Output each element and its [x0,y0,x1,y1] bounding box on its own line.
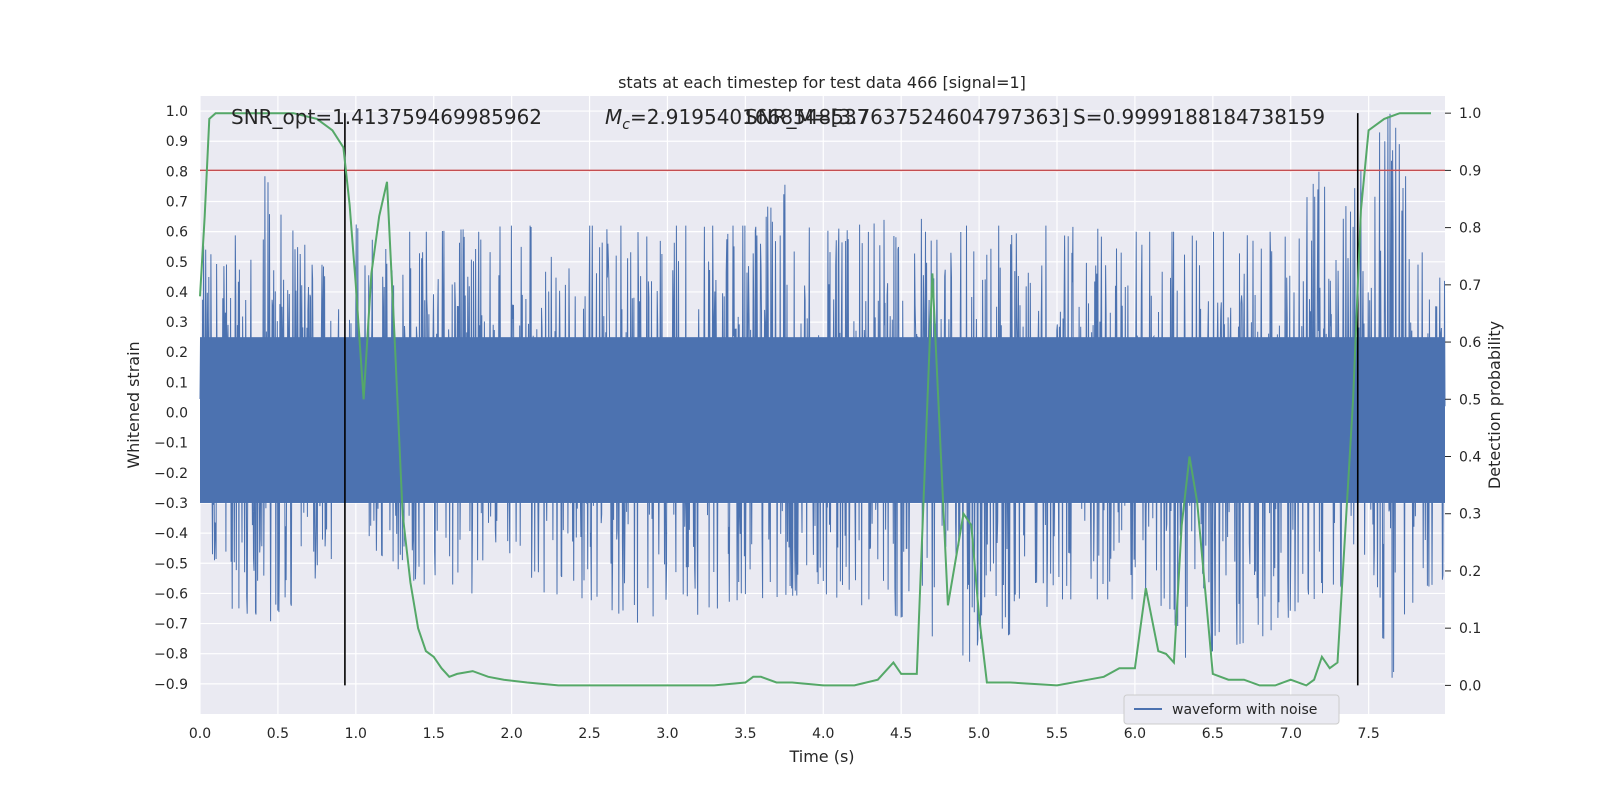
y-tick-label: 0.9 [166,134,188,150]
annotation-chirp-mass: Mc=2.9195401668548537 [605,105,869,133]
y2-tick-label: 0.0 [1459,678,1481,694]
y2-tick-label: 0.1 [1459,621,1481,637]
legend-box [1123,694,1340,725]
annotation-chirp-mass-value: =2.9195401668548537 [630,105,869,129]
y-tick-label: 0.6 [166,225,188,241]
x-tick-label: 3.0 [656,726,678,742]
annotation-chirp-mass-symbol: M [605,105,622,129]
series-waveform-with-noise [199,113,1446,678]
y-tick-label: −0.3 [154,496,188,512]
y2-tick-label: 0.4 [1459,450,1481,466]
annotation-snr-opt: SNR_opt=1.413759469985962 [231,105,542,129]
y-tick-label: −0.5 [154,556,188,572]
legend: waveform with noise [1123,694,1340,725]
y-axis-label: Whitened strain [124,341,143,468]
x-tick-label: 6.0 [1124,726,1146,742]
y2-tick-label: 0.7 [1459,278,1481,294]
x-tick-label: 4.5 [890,726,912,742]
vertical-markers [344,113,1359,686]
y2-axis-label: Detection probability [1485,321,1504,489]
y2-tick-label: 0.8 [1459,221,1481,237]
y-ticks: 1.0 0.9 0.8 0.7 0.6 0.5 0.4 0.3 0.2 0.1 0.0 −0.1 −0.… [154,104,188,693]
x-tick-label: 3.5 [734,726,756,742]
y2-tick-label: 0.3 [1459,507,1481,523]
x-tick-label: 2.5 [578,726,600,742]
y2-tick-label: 1.0 [1459,106,1481,122]
y-tick-label: −0.4 [154,526,188,542]
annotation-snr-max: SNR_M=[3.7637524604797363] [745,105,1069,129]
x-axis-label: Time (s) [788,747,854,766]
x-tick-label: 0.0 [189,726,211,742]
y-tick-label: −0.1 [154,436,188,452]
y-tick-label: 0.7 [166,195,188,211]
legend-label-waveform: waveform with noise [1172,702,1317,718]
y-tick-label: 0.3 [166,315,188,331]
x-tick-label: 5.5 [1046,726,1068,742]
x-tick-label: 5.0 [968,726,990,742]
y-tick-label: 0.2 [166,345,188,361]
y-tick-label: 1.0 [166,104,188,120]
x-tick-label: 1.0 [345,726,367,742]
y-tick-label: −0.2 [154,466,188,482]
y-tick-label: −0.9 [154,677,188,693]
x-tick-label: 2.0 [501,726,523,742]
x-tick-label: 7.0 [1280,726,1302,742]
x-tick-label: 4.0 [812,726,834,742]
y-tick-label: 0.0 [166,406,188,422]
x-tick-label: 1.5 [423,726,445,742]
waveform-core [200,337,1445,503]
y2-ticks: 1.0 0.9 0.8 0.7 0.6 0.5 0.4 0.3 0.2 0.1 0.0 [1445,106,1481,694]
chart-title: stats at each timestep for test data 466… [618,73,1026,92]
series-detection-probability [199,112,1431,687]
x-tick-label: 7.5 [1358,726,1380,742]
y-tick-label: 0.1 [166,375,188,391]
annotation-chirp-mass-subscript: c [622,117,630,133]
x-ticks: 0.0 0.5 1.0 1.5 2.0 2.5 3.0 3.5 4.0 4.5 5.0 5.5 6.0 6… [189,726,1380,742]
y2-tick-label: 0.5 [1459,392,1481,408]
y-tick-label: −0.7 [154,617,188,633]
y2-tick-label: 0.9 [1459,163,1481,179]
x-tick-label: 6.5 [1202,726,1224,742]
annotation-significance: S=0.9999188184738159 [1073,105,1325,129]
y-tick-label: 0.4 [166,285,188,301]
y-tick-label: −0.8 [154,647,188,663]
y2-tick-label: 0.2 [1459,564,1481,580]
y-tick-label: 0.8 [166,164,188,180]
y-tick-label: 0.5 [166,255,188,271]
y2-tick-label: 0.6 [1459,335,1481,351]
y-tick-label: −0.6 [154,586,188,602]
x-tick-label: 0.5 [267,726,289,742]
